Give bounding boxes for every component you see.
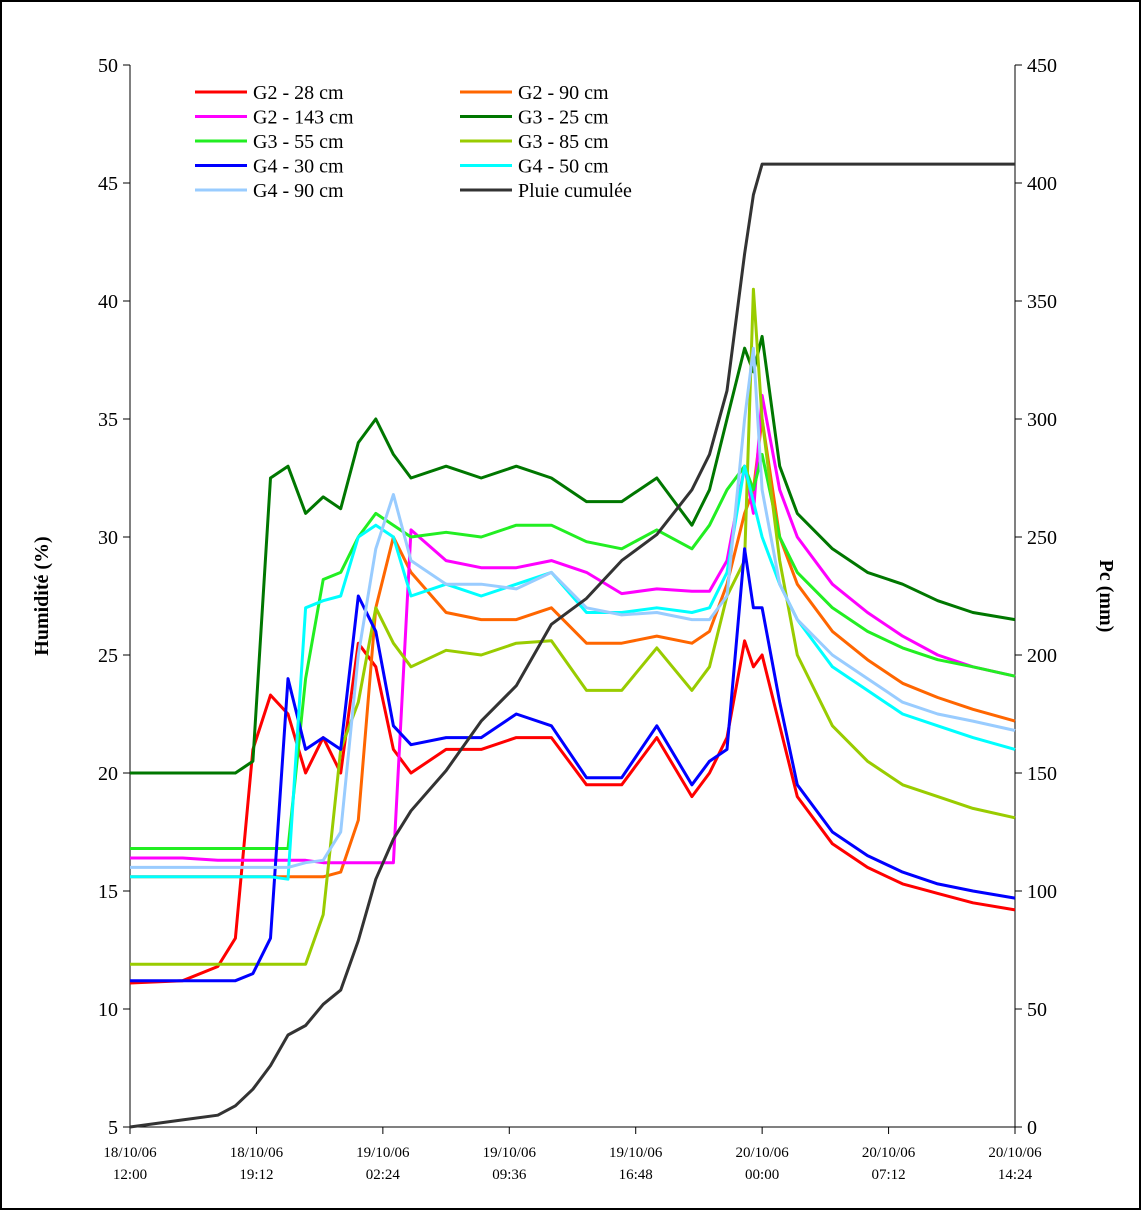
y-tick-label: 20 — [98, 763, 118, 785]
y2-tick-label: 350 — [1027, 291, 1057, 313]
x-tick-label: 18/10/06 19:12 — [230, 1145, 284, 1183]
legend-label: G3 - 85 cm — [518, 131, 609, 153]
legend-label: Pluie cumulée — [518, 180, 632, 202]
y-tick-label: 5 — [108, 1117, 118, 1139]
x-tick-label: 18/10/06 12:00 — [103, 1145, 157, 1183]
y2-axis-title: Pc (mm) — [1095, 560, 1117, 633]
y-tick-label: 30 — [98, 527, 118, 549]
x-tick-label: 20/10/06 07:12 — [862, 1145, 916, 1183]
y-tick-label: 45 — [98, 173, 118, 195]
series-line — [130, 452, 1016, 850]
y-tick-label: 40 — [98, 291, 118, 313]
x-tick-label: 19/10/06 16:48 — [609, 1145, 663, 1183]
x-tick-label: 20/10/06 00:00 — [735, 1145, 789, 1183]
legend-label: G2 - 90 cm — [518, 82, 609, 104]
legend-label: G2 - 143 cm — [253, 107, 354, 129]
y2-tick-label: 100 — [1027, 881, 1057, 903]
series-line — [129, 162, 1015, 1129]
y2-tick-label: 200 — [1027, 645, 1057, 667]
y2-tick-label: 250 — [1027, 527, 1057, 549]
y2-tick-label: 300 — [1027, 409, 1057, 431]
series-line — [130, 417, 1016, 879]
series-line — [129, 639, 1016, 985]
series-line — [130, 346, 1016, 869]
legend-label: G3 - 25 cm — [518, 107, 609, 129]
y2-tick-label: 50 — [1027, 999, 1047, 1021]
x-tick-label: 20/10/06 14:24 — [988, 1145, 1042, 1183]
y2-tick-label: 450 — [1027, 55, 1057, 77]
legend-label: G4 - 50 cm — [518, 156, 609, 178]
series-line — [130, 393, 1016, 865]
legend-label: G3 - 55 cm — [253, 131, 344, 153]
y2-tick-label: 150 — [1027, 763, 1057, 785]
y-tick-label: 15 — [98, 881, 118, 903]
legend-label: G2 - 28 cm — [253, 82, 344, 104]
y-tick-label: 25 — [98, 645, 118, 667]
series-line — [130, 334, 1016, 775]
x-tick-label: 19/10/06 02:24 — [356, 1145, 410, 1183]
y-tick-label: 35 — [98, 409, 118, 431]
series-line — [130, 287, 1016, 966]
legend-label: G4 - 90 cm — [253, 180, 344, 202]
y2-tick-label: 400 — [1027, 173, 1057, 195]
series-line — [130, 547, 1016, 983]
legend-label: G4 - 30 cm — [253, 156, 344, 178]
y-tick-label: 10 — [98, 999, 118, 1021]
y2-tick-label: 0 — [1027, 1117, 1037, 1139]
x-tick-label: 19/10/06 09:36 — [483, 1145, 537, 1183]
y-tick-label: 50 — [98, 55, 118, 77]
y-axis-title: Humidité (%) — [31, 536, 53, 655]
